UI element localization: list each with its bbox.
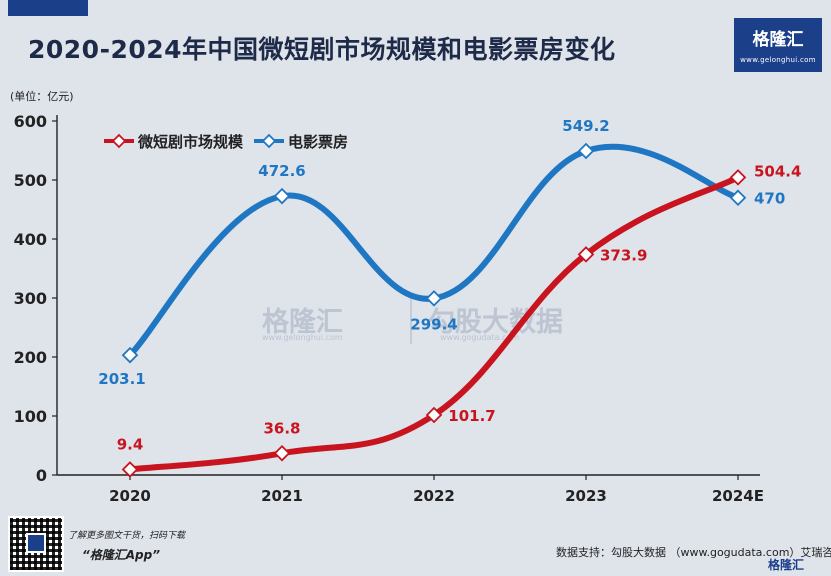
- data-point: [577, 142, 595, 160]
- data-label: 470: [754, 190, 785, 208]
- data-label: 203.1: [98, 370, 145, 388]
- data-point: [121, 346, 139, 364]
- data-label: 472.6: [258, 162, 305, 180]
- y-tick-label: 600: [14, 112, 47, 131]
- data-point: [577, 246, 595, 263]
- data-label: 36.8: [263, 419, 300, 437]
- x-tick-label: 2020: [109, 487, 151, 505]
- watermark-gogudata-url: www.gogudata.com: [440, 333, 520, 342]
- data-point: [273, 187, 291, 205]
- legend-label: 微短剧市场规模: [137, 133, 244, 151]
- brand-logo-url: www.gelonghui.com: [740, 56, 816, 64]
- y-tick-label: 200: [14, 348, 47, 367]
- data-label: 299.4: [410, 315, 457, 333]
- y-tick-label: 100: [14, 407, 47, 426]
- legend-label: 电影票房: [288, 133, 348, 151]
- legend-marker: [111, 133, 127, 149]
- data-label: 549.2: [562, 117, 609, 135]
- x-tick-label: 2023: [565, 487, 607, 505]
- x-tick-label: 2022: [413, 487, 455, 505]
- series-line: [127, 174, 741, 473]
- qr-logo-icon: [26, 533, 46, 553]
- y-tick-label: 300: [14, 289, 47, 308]
- top-accent-bar: [8, 0, 88, 16]
- data-point: [729, 189, 747, 206]
- data-source: 数据支持：勾股大数据 （www.gogudata.com）艾瑞咨询: [556, 546, 831, 559]
- x-tick-label: 2021: [261, 487, 303, 505]
- data-point: [729, 169, 747, 186]
- y-tick-label: 400: [14, 230, 47, 249]
- watermark-gelonghui: 格隆汇: [262, 307, 343, 338]
- watermark-gogudata: 勾股大数据: [428, 307, 563, 338]
- watermark-gelonghui-url: www.gelonghui.com: [262, 333, 343, 342]
- chart-title: 2020-2024年中国微短剧市场规模和电影票房变化: [28, 35, 616, 64]
- data-point: [425, 290, 443, 307]
- bottom-brand-logo: 格隆汇: [768, 558, 805, 572]
- data-label: 373.9: [600, 246, 647, 264]
- y-tick-label: 500: [14, 171, 47, 190]
- unit-label: (单位：亿元): [10, 90, 74, 103]
- legend-marker: [261, 133, 277, 149]
- data-label: 101.7: [448, 407, 495, 425]
- data-label: 9.4: [117, 435, 144, 453]
- promo-app-name: “格隆汇App”: [82, 548, 160, 562]
- data-label: 504.4: [754, 162, 801, 180]
- brand-logo-name: 格隆汇: [752, 30, 804, 50]
- y-tick-label: 0: [36, 466, 47, 485]
- brand-logo[interactable]: 格隆汇 www.gelonghui.com: [734, 18, 822, 72]
- promo-text: 了解更多图文干货，扫码下载: [68, 531, 186, 541]
- data-point: [425, 406, 443, 424]
- data-point: [273, 445, 291, 462]
- x-tick-label: 2024E: [712, 487, 764, 505]
- watermark-separator: [410, 298, 412, 344]
- data-point: [121, 461, 139, 478]
